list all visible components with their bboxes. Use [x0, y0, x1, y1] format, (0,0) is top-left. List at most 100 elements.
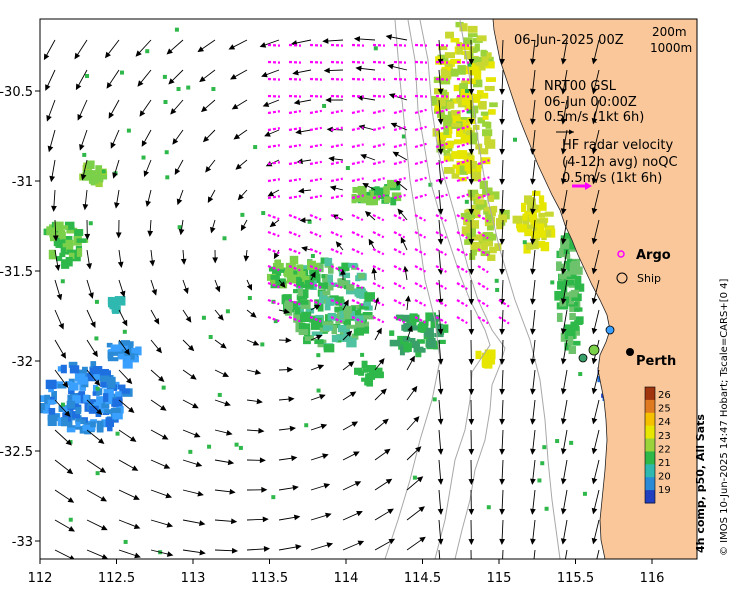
- sst-pixel: [88, 221, 93, 226]
- sst-pixel: [568, 346, 577, 354]
- current-vector-head: [106, 82, 113, 89]
- sst-pixel: [443, 167, 455, 174]
- current-vector-head: [335, 241, 342, 248]
- sst-pixel: [66, 427, 76, 433]
- sst-pixel: [141, 155, 146, 160]
- colorbar-segment: [645, 451, 655, 465]
- hf-vector: [267, 213, 280, 221]
- sst-pixel: [470, 112, 477, 119]
- current-vector-head: [323, 67, 330, 74]
- sst-pixel: [479, 57, 489, 66]
- current-vector-head: [124, 348, 130, 356]
- depth-1000m-label: 1000m: [650, 41, 692, 55]
- current-vector-head: [328, 156, 335, 162]
- sst-pixel: [47, 399, 57, 405]
- sst-pixel: [75, 421, 81, 428]
- current-vector-head: [101, 524, 108, 531]
- argo-legend-label: Argo: [636, 248, 671, 263]
- sst-pixel: [494, 243, 502, 251]
- current-vector-head: [51, 205, 57, 212]
- current-vector-head: [68, 526, 75, 532]
- sst-pixel: [270, 274, 280, 280]
- current-vector-head: [329, 185, 337, 191]
- current-vector-head: [499, 538, 506, 546]
- hf-vector: [351, 60, 365, 64]
- current-vector-head: [180, 258, 187, 265]
- sst-pixel: [343, 320, 351, 326]
- hf-vector: [351, 248, 364, 256]
- sst-pixel: [120, 340, 131, 349]
- x-tick-label: 113: [181, 571, 206, 586]
- sst-pixel: [96, 170, 108, 180]
- sst-pixel: [528, 214, 536, 223]
- sst-pixel: [571, 260, 580, 269]
- x-axis: 112 112.5 113 113.5 114 114.5 115 115.5 116: [28, 559, 664, 586]
- sst-pixel: [75, 415, 82, 424]
- hf-vector: [498, 299, 510, 308]
- colorbar-tick-label: 19: [658, 485, 671, 496]
- current-vector-head: [174, 168, 181, 175]
- sst-pixel: [530, 230, 540, 239]
- sst-pixel: [483, 206, 492, 212]
- current-vector-head: [530, 88, 536, 95]
- sst-pixel: [65, 381, 73, 386]
- sst-pixel: [567, 279, 575, 285]
- hf-vector: [309, 315, 322, 323]
- current-vector-head: [382, 418, 389, 425]
- sst-pixel: [294, 307, 301, 315]
- sst-pixel: [437, 54, 449, 62]
- current-vector-head: [591, 417, 598, 425]
- sst-pixel: [368, 189, 374, 197]
- current-vector-head: [246, 283, 253, 291]
- current-vector-head: [233, 133, 241, 140]
- ship-marker: [578, 353, 588, 363]
- x-tick-label: 114: [334, 571, 359, 586]
- hf-vector: [351, 43, 365, 47]
- current-vector-head: [256, 398, 263, 405]
- date-header: 06-Jun-2025 00Z: [514, 33, 624, 48]
- current-vector-head: [190, 373, 197, 380]
- sst-pixel: [371, 371, 376, 376]
- current-vector-head: [530, 478, 536, 485]
- hf-vector: [393, 94, 407, 98]
- hf-vector: [288, 94, 302, 98]
- hf-vector: [393, 77, 407, 81]
- sst-pixel: [281, 294, 292, 305]
- current-vector-head: [88, 292, 94, 299]
- current-vector-head: [368, 238, 375, 246]
- hf-vector: [288, 281, 301, 289]
- current-vector-head: [354, 481, 362, 487]
- sst-pixel: [60, 417, 68, 427]
- current-vector-head: [325, 97, 332, 103]
- sst-pixel: [536, 218, 548, 228]
- current-vector-head: [499, 508, 506, 516]
- sst-pixel: [517, 224, 528, 233]
- current-vector-head: [43, 53, 50, 61]
- current-vector-head: [220, 342, 227, 349]
- current-vector-head: [77, 114, 83, 121]
- hf-vector: [414, 77, 428, 81]
- sst-pixel: [463, 37, 473, 45]
- sst-pixel: [480, 111, 489, 116]
- hf-vector: [372, 231, 385, 239]
- sst-pixel: [300, 289, 309, 299]
- sst-pixel: [477, 117, 486, 124]
- sst-pixel: [538, 212, 546, 218]
- hf-vector: [351, 160, 364, 166]
- sst-pixel: [301, 323, 311, 331]
- current-vector-head: [230, 74, 237, 80]
- sst-pixel: [482, 113, 489, 120]
- current-vector-head: [231, 103, 239, 110]
- current-vector-head: [259, 42, 267, 48]
- current-vector-head: [96, 408, 103, 416]
- sst-pixel: [337, 278, 345, 288]
- sst-pixel: [484, 359, 493, 369]
- sst-pixel: [466, 212, 472, 222]
- sst-pixel: [361, 360, 368, 369]
- sst-pixel: [464, 50, 472, 60]
- current-vector-head: [411, 385, 418, 393]
- hf-vector: [414, 60, 428, 64]
- current-vector-head: [293, 514, 301, 521]
- current-vector-head: [240, 224, 247, 232]
- sst-pixel: [273, 319, 278, 324]
